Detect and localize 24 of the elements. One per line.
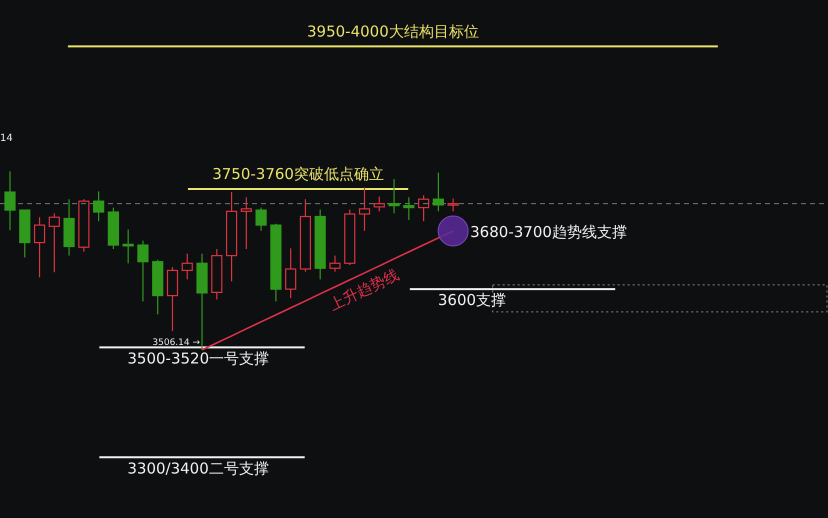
text: 14	[0, 133, 13, 144]
ref-line-label: 3950-4000大结构目标位	[307, 22, 479, 40]
candlestick	[93, 190, 104, 222]
candlestick	[182, 253, 193, 280]
candlestick	[63, 198, 75, 256]
candlestick	[374, 196, 385, 212]
ref-line-label: 3500-3520一号支撑	[127, 349, 270, 368]
annotation: 3506.14 →	[152, 338, 200, 348]
candlestick	[122, 228, 134, 264]
candlestick	[226, 191, 238, 282]
ref-line-label: 3750-3760突破低点确立	[212, 165, 384, 184]
text: 上升趋势线	[326, 266, 402, 314]
candlestick	[152, 259, 164, 315]
candlestick	[240, 196, 252, 250]
candlestick	[403, 196, 414, 221]
candlestick	[211, 248, 222, 300]
candlestick	[314, 208, 326, 280]
ref-line-label: 3600支撑	[438, 291, 506, 310]
candlestick	[358, 186, 370, 232]
candlestick	[4, 170, 16, 231]
candlestick	[48, 212, 60, 273]
text: 3680-3700趋势线支撑	[470, 222, 627, 241]
ref-line-label: 3300/3400二号支撑	[127, 459, 269, 478]
candlestick	[285, 248, 296, 299]
